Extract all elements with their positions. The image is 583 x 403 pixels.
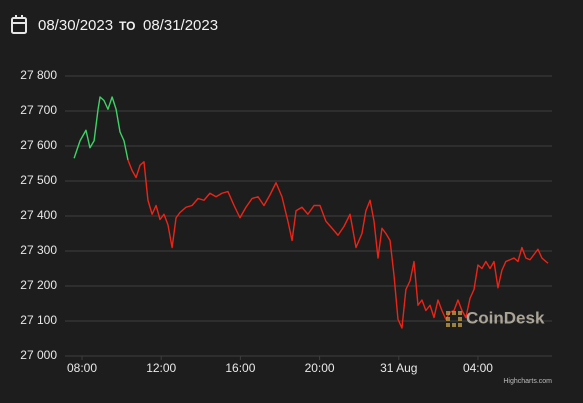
y-tick-label: 27 600 [20, 138, 57, 152]
y-tick-label: 27 400 [20, 208, 57, 222]
y-tick-label: 27 100 [20, 313, 57, 327]
price-line [127, 159, 549, 329]
date-separator: TO [119, 19, 135, 33]
y-tick-label: 27 300 [20, 243, 57, 257]
watermark-text: CoinDesk [466, 308, 545, 327]
watermark: CoinDesk [446, 308, 545, 327]
y-tick-label: 27 700 [20, 103, 57, 117]
x-tick-label: 20:00 [305, 361, 335, 375]
calendar-icon [11, 15, 27, 34]
y-tick-label: 27 500 [20, 173, 57, 187]
y-tick-label: 27 200 [20, 278, 57, 292]
x-tick-label: 16:00 [225, 361, 255, 375]
date-from[interactable]: 08/30/2023 [38, 17, 113, 34]
x-tick-label: 04:00 [463, 361, 493, 375]
price-line [73, 96, 129, 161]
y-tick-label: 27 000 [20, 348, 57, 362]
y-tick-label: 27 800 [20, 68, 57, 82]
x-tick-label: 08:00 [67, 361, 97, 375]
date-to[interactable]: 08/31/2023 [143, 17, 218, 34]
x-tick-label: 12:00 [146, 361, 176, 375]
x-tick-label: 31 Aug [380, 361, 417, 375]
credits[interactable]: Highcharts.com [503, 378, 552, 385]
